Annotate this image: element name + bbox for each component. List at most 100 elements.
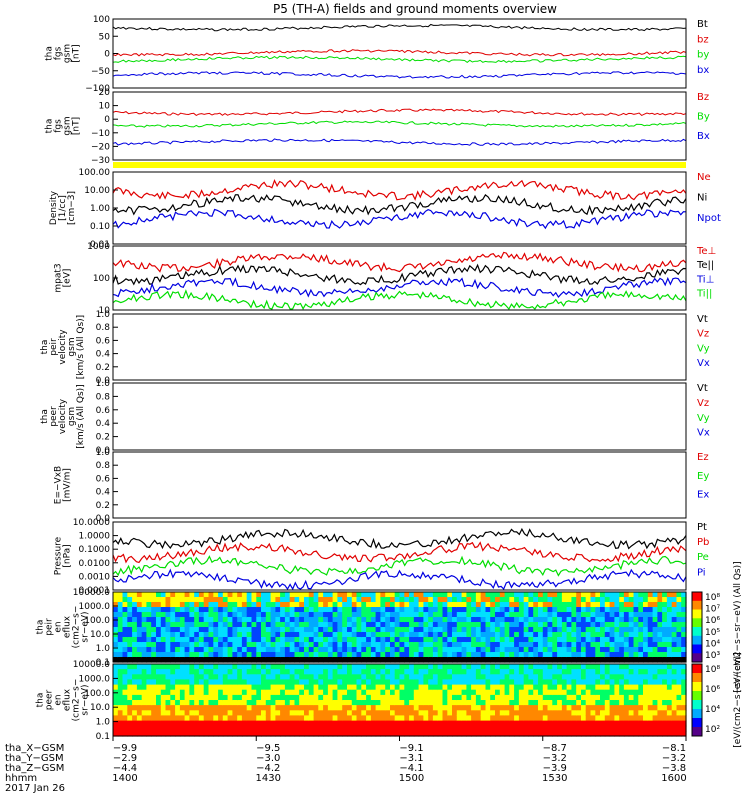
spectrogram-cell bbox=[208, 669, 214, 675]
spectrogram-cell bbox=[175, 652, 181, 658]
y-tick-label: 10.0 bbox=[90, 630, 110, 640]
spectrogram-cell bbox=[356, 705, 362, 711]
spectrogram-cell bbox=[428, 705, 434, 711]
spectrogram-cell bbox=[347, 720, 353, 727]
spectrogram-cell bbox=[538, 725, 544, 732]
spectrogram-cell bbox=[189, 710, 195, 716]
colorbar-cell bbox=[692, 673, 702, 676]
spectrogram-cell bbox=[566, 725, 572, 732]
spectrogram-cell bbox=[518, 647, 525, 653]
spectrogram-cell bbox=[222, 607, 229, 613]
spectrogram-cell bbox=[160, 730, 167, 737]
spectrogram-cell bbox=[299, 632, 305, 638]
spectrogram-cell bbox=[318, 647, 324, 653]
spectrogram-cell bbox=[676, 627, 682, 633]
spectrogram-cell bbox=[308, 720, 315, 727]
spectrogram-cell bbox=[604, 597, 611, 603]
spectrogram-cell bbox=[256, 607, 262, 613]
spectrogram-cell bbox=[413, 705, 420, 711]
spectrogram-cell bbox=[404, 689, 410, 696]
spectrogram-cell bbox=[518, 674, 525, 680]
spectrogram-cell bbox=[490, 700, 496, 706]
spectrogram-cell bbox=[232, 664, 238, 670]
spectrogram-cell bbox=[681, 730, 687, 737]
spectrogram-cell bbox=[284, 652, 291, 658]
spectrogram-cell bbox=[619, 652, 625, 658]
spectrogram-cell bbox=[261, 715, 267, 722]
spectrogram-cell bbox=[399, 612, 405, 618]
spectrogram-cell bbox=[218, 705, 224, 711]
spectrogram-cell bbox=[136, 730, 143, 737]
spectrogram-cell bbox=[681, 647, 687, 653]
spectrogram-cell bbox=[499, 689, 506, 696]
spectrogram-cell bbox=[399, 694, 405, 701]
spectrogram-cell bbox=[399, 710, 405, 716]
spectrogram-cell bbox=[547, 694, 553, 701]
spectrogram-cell bbox=[222, 642, 229, 648]
spectrogram-cell bbox=[681, 705, 687, 711]
spectrogram-cell bbox=[681, 715, 687, 722]
spectrogram-cell bbox=[289, 705, 296, 711]
spectrogram-cell bbox=[399, 642, 405, 648]
spectrogram-cell bbox=[189, 679, 195, 686]
spectrogram-cell bbox=[156, 730, 162, 737]
spectrogram-cell bbox=[313, 592, 319, 598]
colorbar-cell bbox=[692, 641, 702, 644]
spectrogram-cell bbox=[609, 627, 615, 633]
spectrogram-cell bbox=[323, 632, 329, 638]
colorbar-cell bbox=[692, 664, 702, 667]
spectrogram-cell bbox=[662, 612, 668, 618]
spectrogram-cell bbox=[370, 730, 377, 737]
spectrogram-cell bbox=[208, 684, 214, 691]
spectrogram-cell bbox=[623, 694, 630, 701]
spectrogram-cell bbox=[423, 597, 429, 603]
spectrogram-cell bbox=[581, 674, 587, 680]
spectrogram-cell bbox=[270, 612, 276, 618]
spectrogram-cell bbox=[638, 622, 644, 628]
spectrogram-cell bbox=[647, 730, 654, 737]
spectrogram-cell bbox=[485, 592, 491, 598]
spectrogram-cell bbox=[361, 622, 367, 628]
spectrogram-cell bbox=[681, 679, 687, 686]
spectrogram-cell bbox=[432, 592, 439, 598]
spectrogram-cell bbox=[585, 647, 592, 653]
y-tick-label: 10.0000 bbox=[73, 518, 110, 528]
spectrogram-cell bbox=[375, 622, 381, 628]
spectrogram-cell bbox=[604, 632, 611, 638]
spectrogram-cell bbox=[299, 647, 305, 653]
spectrogram-cell bbox=[671, 669, 678, 675]
y-tick-label: 0.01 bbox=[90, 240, 110, 250]
spectrogram-cell bbox=[538, 597, 544, 603]
spectrogram-cell bbox=[657, 597, 663, 603]
spectrogram-cell bbox=[332, 710, 338, 716]
spectrogram-cell bbox=[198, 700, 205, 706]
spectrogram-cell bbox=[490, 669, 496, 675]
spectrogram-cell bbox=[585, 637, 592, 643]
spectrogram-cell bbox=[237, 725, 243, 732]
spectrogram-cell bbox=[251, 664, 257, 670]
spectrogram-cell bbox=[380, 652, 386, 658]
spectrogram-cell bbox=[327, 647, 334, 653]
spectrogram-cell bbox=[327, 679, 334, 686]
spectrogram-cell bbox=[452, 652, 458, 658]
spectrogram-cell bbox=[595, 689, 601, 696]
spectrogram-cell bbox=[428, 694, 434, 701]
spectrogram-cell bbox=[413, 647, 420, 653]
spectrogram-cell bbox=[332, 632, 338, 638]
y-tick-label: −30 bbox=[91, 156, 110, 166]
y-axis-label: thapeirvelocitygsm[km/s (All Qs)] bbox=[40, 315, 86, 379]
spectrogram-cell bbox=[442, 652, 448, 658]
spectrogram-cell bbox=[361, 592, 367, 598]
spectrogram-cell bbox=[628, 674, 635, 680]
spectrogram-cell bbox=[523, 689, 530, 696]
spectrogram-cell bbox=[576, 679, 582, 686]
spectrogram-cell bbox=[394, 664, 401, 670]
spectrogram-cell bbox=[170, 602, 176, 608]
spectrogram-cell bbox=[132, 597, 138, 603]
spectrogram-cell bbox=[265, 710, 272, 716]
spectrogram-cell bbox=[409, 694, 415, 701]
spectrogram-cell bbox=[614, 612, 620, 618]
spectrogram-cell bbox=[141, 652, 148, 658]
spectrogram-cell bbox=[156, 642, 162, 648]
spectrogram-cell bbox=[122, 705, 128, 711]
